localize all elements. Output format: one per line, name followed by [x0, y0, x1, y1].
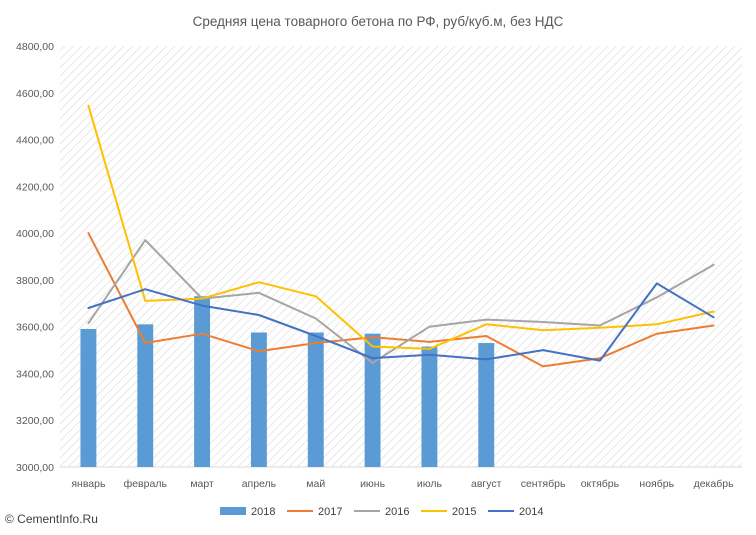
line-series-2014 [87, 282, 715, 362]
legend-label-2014: 2014 [519, 506, 543, 518]
x-tick-label: январь [71, 478, 106, 490]
x-tick-label: апрель [242, 478, 277, 490]
chart-title: Средняя цена товарного бетона по РФ, руб… [193, 14, 564, 29]
x-tick-label: октябрь [581, 478, 620, 490]
y-tick-label: 4800,00 [16, 41, 54, 53]
bar-2018 [80, 329, 97, 467]
legend-label-2016: 2016 [385, 506, 409, 518]
x-tick-label: август [471, 478, 502, 490]
legend-label-2018: 2018 [251, 506, 275, 518]
legend-swatch-2018 [220, 507, 246, 515]
y-tick-label: 3600,00 [16, 322, 54, 334]
bar-2018 [421, 346, 438, 467]
y-tick-label: 4400,00 [16, 135, 54, 147]
line-series-2017 [87, 232, 715, 368]
line-series-2016 [87, 239, 715, 364]
y-tick-label: 4000,00 [16, 228, 54, 240]
y-tick-label: 3800,00 [16, 275, 54, 287]
bar-2018 [307, 332, 324, 467]
x-tick-label: ноябрь [639, 478, 674, 490]
bar-2018 [478, 343, 495, 467]
x-tick-label: декабрь [694, 478, 734, 490]
y-tick-label: 4200,00 [16, 181, 54, 193]
legend-label-2017: 2017 [318, 506, 342, 518]
y-axis: 3000,00 3200,00 3400,00 3600,00 3800,00 4000,… [16, 41, 54, 474]
watermark: © CementInfo.Ru [5, 512, 98, 526]
bar-2018 [194, 296, 211, 467]
x-tick-label: июнь [360, 478, 386, 490]
legend-label-2015: 2015 [452, 506, 476, 518]
x-axis: январь февраль март апрель май июнь июль август… [60, 466, 742, 490]
line-series-2015 [87, 104, 715, 350]
line-series [87, 104, 715, 368]
bar-2018 [364, 333, 381, 467]
bar-series [80, 296, 495, 467]
bar-2018 [137, 324, 154, 467]
watermark-text: © CementInfo.Ru [5, 512, 98, 526]
legend: 2018 2017 2016 2015 2014 [220, 506, 543, 518]
x-tick-label: февраль [124, 478, 168, 490]
y-tick-label: 3000,00 [16, 462, 54, 474]
plot-area-background [60, 46, 742, 467]
x-tick-label: май [306, 478, 325, 490]
x-tick-label: июль [417, 478, 443, 490]
x-tick-label: март [190, 478, 214, 490]
x-tick-label: сентябрь [521, 478, 566, 490]
y-tick-label: 3200,00 [16, 415, 54, 427]
y-tick-label: 4600,00 [16, 88, 54, 100]
y-tick-label: 3400,00 [16, 368, 54, 380]
bar-2018 [250, 332, 267, 467]
